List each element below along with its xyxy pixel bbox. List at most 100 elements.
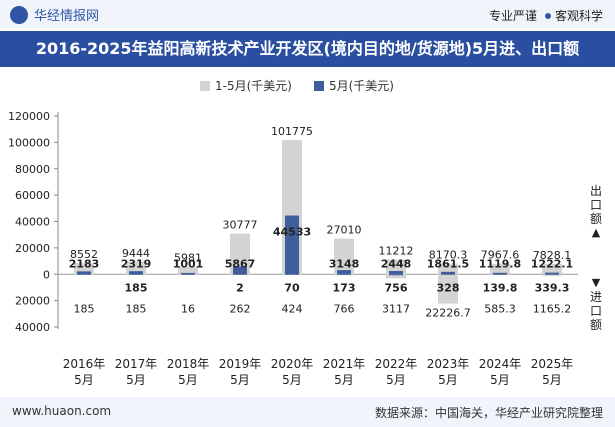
bar-may-export — [493, 272, 507, 275]
data-label-may-export: 44533 — [273, 226, 311, 239]
data-label-may-import: 139.8 — [483, 281, 518, 294]
bar-may-export — [77, 271, 91, 275]
data-label-may-export: 1119.8 — [479, 257, 521, 270]
bar-ytd-export — [438, 263, 458, 275]
data-label-ytd-export: 30777 — [223, 219, 258, 232]
data-label-ytd-export: 11212 — [379, 244, 414, 257]
bar-ytd-export — [230, 233, 250, 275]
data-label-may-import: 756 — [385, 281, 408, 294]
x-tick-label-month: 5月 — [74, 373, 94, 387]
data-label-ytd-export: 7967.6 — [481, 249, 520, 262]
data-label-ytd-import: 1165.2 — [533, 302, 572, 315]
bar-may-export — [181, 272, 195, 275]
data-label-ytd-export: 8170.3 — [429, 248, 468, 261]
x-tick-label-year: 2021年 — [323, 357, 366, 371]
x-tick-label-month: 5月 — [386, 373, 406, 387]
y-tick-label: 40000 — [15, 321, 50, 334]
y-tick-label: 40000 — [15, 216, 50, 229]
x-tick-label-month: 5月 — [490, 373, 510, 387]
data-label-may-import: 173 — [333, 281, 356, 294]
data-label-ytd-import: 585.3 — [484, 302, 516, 315]
bar-ytd-export — [74, 262, 94, 275]
bar-may-import — [441, 274, 455, 275]
bar-ytd-import — [542, 274, 562, 276]
legend-label-ytd: 1-5月(千美元) — [215, 79, 292, 93]
data-label-ytd-export: 9444 — [122, 247, 150, 260]
arrow-up-icon: ▲ — [591, 226, 601, 239]
data-label-ytd-import: 16 — [181, 302, 195, 315]
bar-may-export — [545, 272, 559, 275]
bar-ytd-export — [178, 266, 198, 275]
data-label-ytd-import: 424 — [282, 302, 303, 315]
data-label-ytd-import: 766 — [334, 302, 355, 315]
data-label-ytd-import: 185 — [126, 302, 147, 315]
data-label-ytd-import: 3117 — [382, 302, 410, 315]
import-side-label: ▼ 进口额 — [588, 276, 604, 332]
bar-may-export — [389, 271, 403, 275]
bar-ytd-export — [386, 259, 406, 275]
data-label-ytd-export: 27010 — [327, 224, 362, 237]
dot-icon — [544, 13, 551, 19]
brand-name: 华经情报网 — [34, 9, 100, 24]
x-tick-label-year: 2020年 — [271, 357, 314, 371]
data-label-ytd-export: 101775 — [271, 125, 313, 138]
data-label-may-import: 328 — [437, 281, 460, 294]
legend-item-ytd[interactable]: 1-5月(千美元) — [200, 77, 292, 94]
bar-may-import — [545, 274, 559, 275]
bar-may-import — [285, 274, 299, 275]
y-tick-label: 20000 — [15, 242, 50, 255]
brand-logo-icon — [10, 5, 28, 24]
bar-may-import — [77, 274, 91, 275]
bar-may-export — [337, 270, 351, 275]
bar-ytd-export — [490, 263, 510, 275]
data-label-may-export: 5867 — [225, 257, 256, 270]
legend-swatch-ytd — [200, 80, 210, 91]
data-label-may-export: 1001 — [173, 257, 204, 270]
legend-item-may[interactable]: 5月(千美元) — [313, 77, 394, 94]
top-bar: 华经情报网 专业严谨 客观科学 — [0, 0, 615, 28]
data-label-may-export: 2448 — [381, 257, 412, 270]
x-tick-label-year: 2016年 — [63, 357, 106, 371]
data-label-ytd-import: 185 — [74, 302, 95, 315]
bar-ytd-export — [126, 261, 146, 275]
x-tick-label-month: 5月 — [126, 373, 146, 387]
bar-may-export — [233, 266, 247, 275]
data-label-may-import: 70 — [284, 281, 300, 294]
x-tick-label-year: 2024年 — [479, 357, 522, 371]
data-label-may-export: 1222.1 — [531, 257, 573, 270]
footer-url[interactable]: www.huaon.com — [12, 404, 112, 418]
data-label-ytd-export: 5981 — [174, 251, 202, 264]
bar-ytd-export — [334, 238, 354, 275]
y-tick-label: 80000 — [15, 163, 50, 176]
tag-objective: 客观科学 — [554, 9, 603, 23]
data-label-ytd-export: 7828.1 — [533, 249, 572, 262]
data-label-may-export: 2319 — [121, 257, 152, 270]
y-tick-label: 60000 — [15, 189, 50, 202]
x-tick-label-year: 2017年 — [115, 357, 158, 371]
bar-may-import — [389, 274, 403, 276]
bar-may-import — [129, 274, 143, 275]
y-tick-label: 120000 — [8, 110, 50, 123]
bar-may-export — [441, 271, 455, 275]
import-label: 进口额 — [589, 290, 602, 332]
bar-ytd-import — [386, 274, 406, 279]
bar-may-import — [233, 274, 247, 275]
bar-may-import — [493, 274, 507, 275]
export-side-label: 出口额 ▲ — [588, 184, 604, 240]
data-label-ytd-export: 8552 — [70, 248, 98, 261]
export-label: 出口额 — [589, 184, 602, 226]
bar-ytd-export — [542, 263, 562, 275]
arrow-down-icon: ▼ — [591, 276, 601, 289]
data-label-may-import: 185 — [125, 281, 148, 294]
data-label-may-export: 3148 — [329, 257, 360, 270]
brand[interactable]: 华经情报网 — [10, 5, 99, 24]
x-tick-label-year: 2018年 — [167, 357, 210, 371]
data-label-may-import: 2 — [236, 281, 244, 294]
y-tick-label: 0 — [43, 268, 50, 281]
legend-swatch-may — [313, 80, 324, 91]
header-tags: 专业严谨 客观科学 — [489, 7, 603, 24]
x-tick-label-month: 5月 — [334, 373, 354, 387]
data-label-ytd-import: 262 — [230, 302, 251, 315]
x-tick-label-year: 2023年 — [427, 357, 470, 371]
